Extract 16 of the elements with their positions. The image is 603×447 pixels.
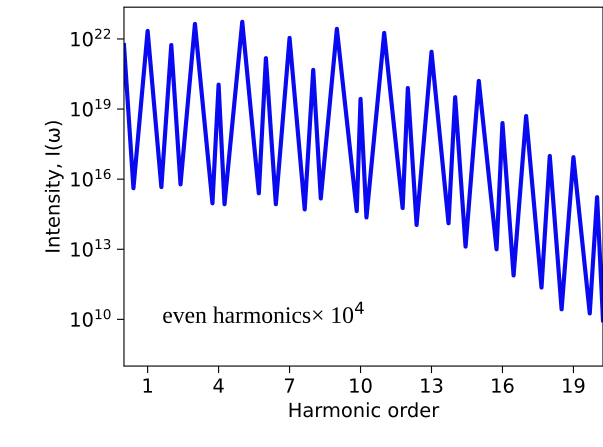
line-series <box>124 20 603 322</box>
x-tick-label: 19 <box>563 378 584 393</box>
y-axis-title: Intensity, I(ω) <box>44 121 64 252</box>
x-axis-title: Harmonic order <box>290 402 440 418</box>
y-tick-label: 10$^{16}$ <box>71 168 111 187</box>
annotation: even harmonics× 10$^{4}$ <box>163 302 364 324</box>
y-tick-label: 10$^{10}$ <box>71 309 111 327</box>
x-tick-label: 7 <box>284 378 294 393</box>
y-tick-label: 10$^{13}$ <box>71 238 110 257</box>
x-tick-label: 13 <box>421 378 442 393</box>
x-tick-label: 10 <box>350 378 372 393</box>
y-tick-label: 10$^{22}$ <box>71 28 110 46</box>
x-tick-label: 4 <box>213 378 224 393</box>
x-tick-label: 1 <box>144 378 152 393</box>
x-tick-label: 16 <box>492 378 514 393</box>
y-tick-label: 10$^{19}$ <box>71 98 110 117</box>
